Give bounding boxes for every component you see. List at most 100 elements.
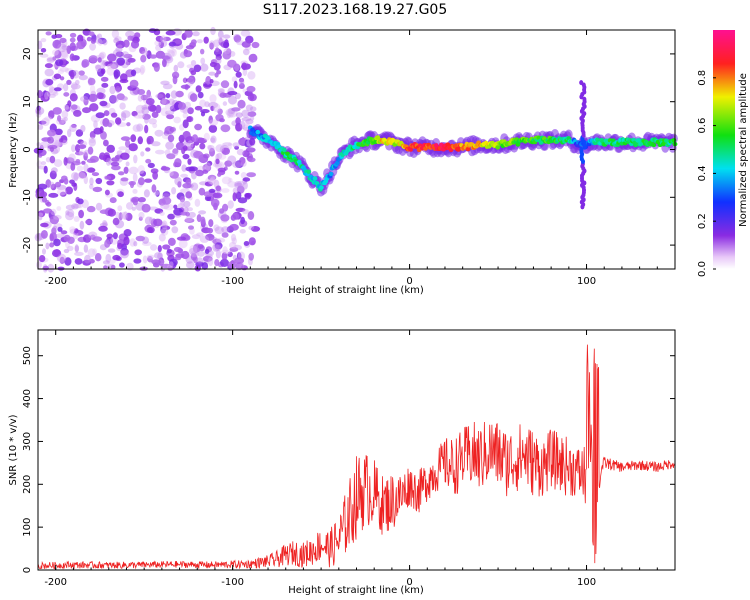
heatmap-cell [184,218,195,223]
heatmap-cell [207,227,214,234]
heatmap-cell [306,169,312,174]
heatmap-cell [214,242,223,250]
heatmap-cell [141,241,152,246]
heatmap-cell [205,75,212,85]
heatmap-cell [240,29,251,37]
heatmap-cell [215,185,221,192]
heatmap-cell [190,182,199,191]
heatmap-cell [128,181,136,186]
heatmap-cell [69,37,76,43]
heatmap-cell [37,210,46,218]
heatmap-cell [67,209,75,218]
heatmap-cell [146,135,154,145]
heatmap-cell [221,226,230,234]
heatmap-cell [133,154,138,164]
heatmap-cell [185,78,194,83]
heatmap-cell [582,96,587,102]
heatmap-cell [52,107,62,115]
heatmap-cell [246,172,256,178]
heatmap-cell [89,183,94,190]
heatmap-cell [81,160,86,165]
heatmap-cell [63,248,70,254]
heatmap-cell [241,117,252,122]
heatmap-cell [234,145,240,150]
heatmap-cell [167,50,175,58]
heatmap-cell [100,76,109,82]
heatmap-cell [61,110,69,119]
heatmap-cell [123,229,132,237]
heatmap-cell [195,85,202,93]
heatmap-cell [130,134,137,143]
heatmap-cell [74,251,84,256]
heatmap-cell [45,242,50,250]
heatmap-cell [53,87,62,92]
heatmap-cell [49,215,59,225]
heatmap-cell [125,30,135,38]
heatmap-cell [223,41,230,49]
heatmap-cell [132,199,138,206]
heatmap-cell [140,94,148,101]
spectrogram-y-label: Frequency (Hz) [8,112,19,188]
heatmap-cell [128,166,139,175]
heatmap-cell [215,47,220,53]
colorbar-label: Normalized spectral amplitude [738,73,749,227]
y-tick-label: 0 [22,146,33,152]
heatmap-cell [53,249,61,257]
heatmap-cell [87,77,96,86]
heatmap-cell [107,53,117,62]
heatmap-cell [229,241,237,249]
heatmap-ridge [246,80,678,210]
heatmap-cell [56,206,62,211]
snr-series [37,344,675,570]
colorbar-ticks: 0.0 0.2 0.4 0.6 0.8 [697,70,716,277]
heatmap-cell [206,160,213,167]
heatmap-cell [216,237,226,243]
heatmap-cell [180,173,189,178]
heatmap-cell [196,39,203,44]
heatmap-cell [74,258,83,265]
heatmap-cell [227,251,233,258]
heatmap-cell [242,177,251,182]
heatmap-cell [240,120,246,130]
heatmap-cell [222,246,228,255]
heatmap-cell [66,79,72,85]
heatmap-cell [45,157,52,163]
heatmap-cell [129,79,139,88]
heatmap-cell [51,34,57,39]
heatmap-cell [217,172,222,177]
heatmap-cell [203,191,213,197]
heatmap-cell [57,115,62,122]
heatmap-cell [110,161,120,167]
heatmap-cell [247,157,256,163]
heatmap-cell [102,220,108,226]
heatmap-cell [177,61,185,69]
heatmap-cell [115,51,124,57]
heatmap-cell [84,149,89,157]
heatmap-cell [247,211,255,220]
heatmap-cell [50,183,57,191]
heatmap-cell [78,144,87,150]
heatmap-cell [140,54,147,63]
heatmap-cell [128,143,138,152]
colorbar-tick-label: 0.0 [697,261,708,277]
heatmap-cell [150,244,158,251]
heatmap-cell [69,53,75,62]
heatmap-cell [158,257,165,266]
heatmap-cell [99,152,106,160]
heatmap-cell [245,118,254,125]
heatmap-cell [120,177,129,182]
heatmap-cell [139,47,146,54]
heatmap-cell [105,253,112,263]
heatmap-cell [248,53,258,63]
heatmap-cell [171,148,179,156]
heatmap-cell [188,247,199,255]
heatmap-cell [147,255,153,263]
heatmap-cell [235,191,242,200]
heatmap-cell [190,252,197,261]
heatmap-cell [671,138,677,143]
heatmap-cell [241,62,247,71]
heatmap-cell [73,109,82,117]
heatmap-cell [219,118,225,123]
heatmap-cell [110,264,116,270]
heatmap-cell [204,162,211,171]
